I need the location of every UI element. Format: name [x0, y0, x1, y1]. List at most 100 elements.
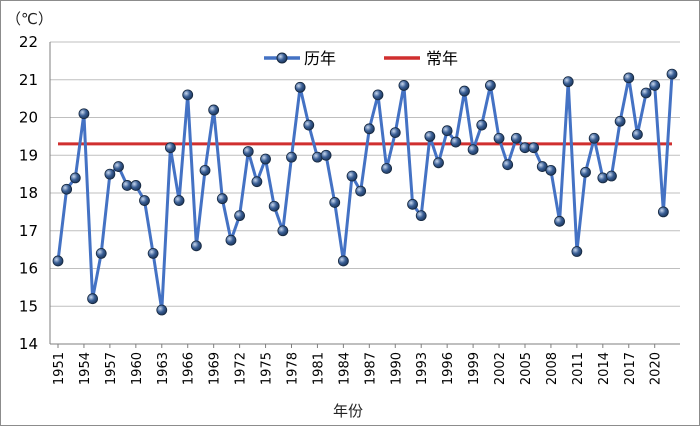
x-axis-ticks: 1951 1954 1957 1960 1963 1966 1969 1972 1975 1978…	[52, 344, 664, 385]
x-tick-label: 1966	[182, 352, 197, 385]
data-point	[623, 72, 635, 84]
x-tick-label: 1972	[234, 352, 249, 385]
x-tick-label: 2014	[597, 352, 612, 385]
y-tick-label: 14	[19, 335, 38, 353]
data-point	[372, 89, 384, 101]
legend-marker-historical	[276, 52, 288, 64]
data-point	[433, 157, 444, 169]
x-tick-label: 1954	[78, 352, 93, 385]
y-tick-label: 15	[19, 297, 38, 315]
y-tick-label: 19	[19, 146, 38, 164]
data-point	[459, 85, 470, 97]
data-point	[113, 161, 124, 172]
y-tick-label: 17	[19, 222, 38, 240]
data-point	[216, 193, 228, 205]
data-point	[493, 132, 505, 144]
data-point	[52, 255, 64, 267]
data-point	[87, 293, 98, 305]
data-point	[260, 153, 271, 165]
x-tick-label: 1969	[208, 352, 223, 385]
unit-label: （℃）	[6, 10, 53, 28]
data-point	[190, 240, 202, 252]
x-tick-label: 1963	[156, 352, 171, 385]
data-point	[649, 80, 661, 91]
x-tick-label: 1996	[441, 352, 456, 385]
x-tick-label: 1990	[389, 352, 404, 385]
data-point	[165, 142, 176, 154]
data-point	[173, 195, 185, 206]
series-line-historical	[56, 74, 674, 312]
x-tick-label: 1960	[130, 352, 145, 385]
data-point	[640, 87, 652, 99]
data-point	[606, 170, 617, 182]
data-point	[242, 146, 254, 157]
y-tick-label: 20	[19, 109, 38, 127]
data-point	[303, 119, 315, 131]
x-tick-label: 2020	[649, 352, 664, 385]
legend-label-historical: 历年	[304, 49, 336, 68]
data-point	[95, 247, 107, 259]
data-point	[156, 304, 168, 316]
data-point	[182, 89, 194, 101]
data-point	[268, 200, 280, 212]
data-point	[234, 210, 246, 222]
data-point	[381, 163, 393, 174]
data-point	[562, 76, 574, 88]
data-point	[407, 198, 418, 210]
data-point	[139, 195, 150, 206]
data-point	[588, 132, 600, 144]
data-point	[632, 129, 643, 140]
x-tick-label: 2008	[545, 352, 560, 385]
y-tick-label: 18	[19, 184, 38, 202]
y-tick-label: 16	[19, 260, 38, 278]
data-point	[363, 123, 375, 135]
legend: 历年 常年	[264, 49, 458, 68]
data-point	[476, 119, 488, 131]
data-point	[104, 168, 116, 180]
data-point	[286, 151, 297, 163]
x-tick-label: 1951	[52, 352, 67, 385]
data-point	[389, 127, 401, 139]
data-point	[130, 180, 142, 191]
data-point	[398, 80, 410, 91]
x-tick-label: 1978	[285, 352, 300, 385]
data-point	[657, 206, 669, 218]
data-point	[320, 149, 332, 161]
y-axis-ticks: 14 15 16 17 18 19 20 21 22	[19, 33, 38, 353]
data-point	[441, 125, 453, 137]
x-tick-label: 1957	[104, 352, 119, 385]
x-tick-label: 2017	[623, 352, 638, 385]
x-tick-label: 2011	[571, 352, 586, 385]
gridlines	[49, 41, 680, 345]
data-point	[225, 234, 237, 246]
y-tick-label: 21	[19, 71, 38, 89]
data-point	[277, 225, 289, 237]
y-tick-label: 22	[19, 33, 38, 51]
data-point	[666, 68, 678, 80]
data-point	[337, 255, 349, 267]
data-point	[502, 159, 514, 171]
data-point	[424, 130, 436, 142]
data-point	[346, 170, 358, 182]
data-point	[147, 247, 159, 259]
legend-label-normal: 常年	[426, 49, 458, 68]
data-point	[329, 197, 341, 208]
data-point	[545, 164, 557, 176]
data-point	[571, 246, 583, 257]
x-tick-label: 1987	[363, 352, 378, 385]
data-point	[450, 136, 462, 148]
x-tick-label: 1975	[260, 352, 275, 385]
data-point	[69, 172, 81, 184]
data-point	[510, 132, 522, 144]
data-point	[614, 115, 626, 127]
x-tick-label: 1999	[467, 352, 482, 385]
x-axis-title: 年份	[333, 402, 363, 420]
x-tick-label: 2005	[519, 352, 534, 385]
data-point	[484, 80, 496, 91]
data-point	[554, 215, 565, 227]
data-point	[415, 210, 427, 222]
x-tick-label: 2002	[493, 352, 508, 385]
data-point	[199, 164, 211, 176]
